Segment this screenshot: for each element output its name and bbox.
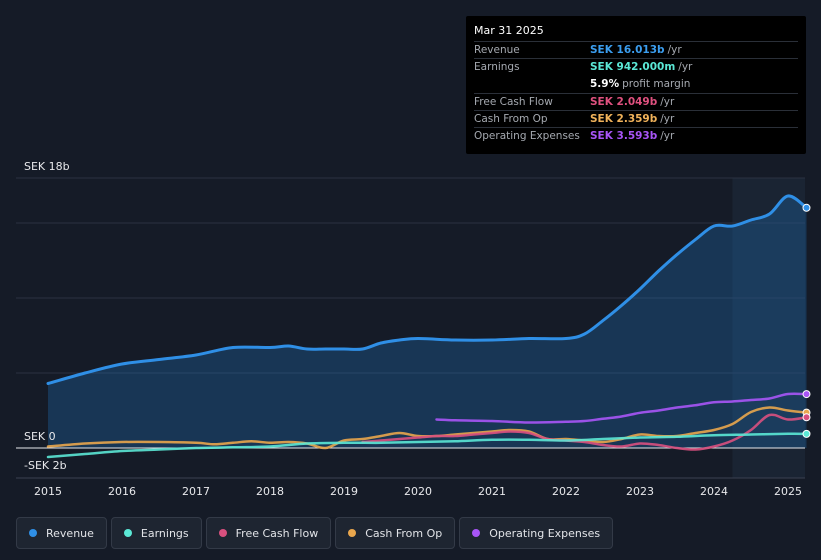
forecast-band [732,178,805,478]
series-layer [46,194,808,459]
tooltip-row: Earnings SEK 942.000m/yr [474,58,798,75]
tooltip-row-unit: /yr [660,95,675,108]
legend-label: Operating Expenses [489,526,601,540]
series-line-earnings [46,432,808,459]
legend-dot-icon [123,529,132,537]
tooltip-row: Revenue SEK 16.013b/yr [474,41,798,58]
tooltip-row-unit: /yr [660,112,675,125]
legend-label: Earnings [140,526,189,540]
x-tick-label: 2018 [256,485,284,498]
legend-dot-icon [472,529,481,537]
x-tick-label: 2020 [404,485,432,498]
legend-item-earnings[interactable]: Earnings [110,517,202,549]
endpoint-operating-expenses [802,390,811,399]
y-axis-top-label: SEK 18b [24,160,70,173]
x-tick-label: 2022 [552,485,580,498]
tooltip-row-unit: profit margin [622,77,691,90]
tooltip-row: Cash From Op SEK 2.359b/yr [474,109,798,127]
legend-item-operating-expenses[interactable]: Operating Expenses [459,517,614,549]
tooltip-row: 5.9% profit margin [474,75,798,92]
tooltip-row-unit: /yr [678,61,693,74]
x-tick-label: 2019 [330,485,358,498]
series-line-free-cash-flow [361,413,808,451]
series-line-revenue [46,194,808,385]
legend-dot-icon [29,529,37,537]
tooltip-row-value: SEK 2.049b [590,95,658,108]
x-tick-label: 2021 [478,485,506,498]
y-axis-bottom-label: -SEK 2b [24,459,67,472]
series-line-cash-from-op [46,406,808,450]
tooltip-date: Mar 31 2025 [474,24,544,37]
revenue-area [48,195,807,448]
tooltip-row-value: SEK 3.593b [590,130,658,143]
legend-label: Revenue [46,526,94,540]
tooltip-row-label: Free Cash Flow [474,95,553,108]
x-tick-label: 2016 [108,485,136,498]
tooltip-row-unit: /yr [660,130,675,143]
series-line-operating-expenses [435,392,808,424]
data-tooltip: Mar 31 2025 Revenue SEK 16.013b/yr Earning… [466,16,806,154]
endpoint-earnings [802,429,811,438]
tooltip-row-label: Operating Expenses [474,130,580,143]
endpoint-free-cash-flow [802,413,811,422]
tooltip-row-label: Earnings [474,61,520,74]
legend-label: Cash From Op [365,526,443,540]
x-tick-label: 2025 [774,485,802,498]
tooltip-row-value: SEK 16.013b [590,44,665,57]
x-tick-label: 2024 [700,485,728,498]
tooltip-row-label: Revenue [474,44,520,57]
x-tick-label: 2017 [182,485,210,498]
legend-dot-icon [348,529,357,537]
tooltip-row-unit: /yr [667,44,682,57]
tooltip-row-value: 5.9% [590,77,620,90]
gridlines [16,177,805,374]
endpoint-revenue [802,203,811,212]
legend-label: Free Cash Flow [235,526,319,540]
tooltip-row-value: SEK 2.359b [590,112,658,125]
tooltip-row-label: Cash From Op [474,112,548,125]
series-endpoints [802,203,811,438]
legend-item-revenue[interactable]: Revenue [16,517,107,549]
tooltip-row: Free Cash Flow SEK 2.049b/yr [474,92,798,110]
x-tick-label: 2023 [626,485,654,498]
legend: Revenue Earnings Free Cash Flow Cash From O… [16,517,614,549]
x-tick-label: 2015 [34,485,62,498]
tooltip-row: Operating Expenses SEK 3.593b/yr [474,126,798,144]
legend-item-free-cash-flow[interactable]: Free Cash Flow [205,517,332,549]
legend-item-cash-from-op[interactable]: Cash From Op [335,517,456,549]
tooltip-row-value: SEK 942.000m [590,61,676,74]
y-axis-zero-label: SEK 0 [24,430,56,443]
legend-dot-icon [218,529,227,537]
